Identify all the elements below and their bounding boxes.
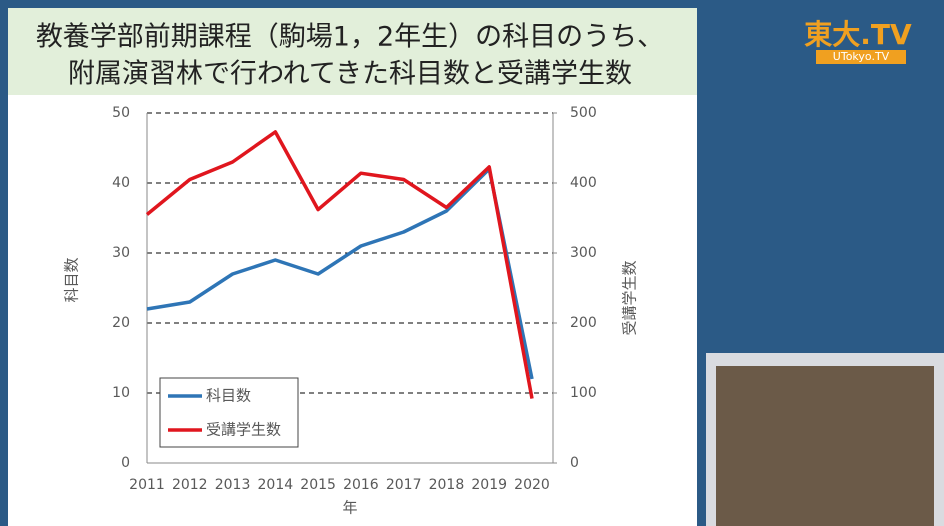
x-tick-label: 2012 bbox=[172, 477, 208, 493]
y-tick-label: 30 bbox=[112, 245, 130, 261]
x-tick-label: 2011 bbox=[129, 477, 165, 493]
y-tick-label: 40 bbox=[112, 175, 130, 191]
x-tick-label: 2019 bbox=[471, 477, 507, 493]
legend-box bbox=[159, 377, 299, 448]
y2-tick-label: 100 bbox=[570, 385, 597, 401]
x-tick-label: 2015 bbox=[300, 477, 336, 493]
webcam-video bbox=[716, 366, 934, 526]
x-tick-label: 2016 bbox=[343, 477, 379, 493]
logo-band bbox=[816, 50, 906, 64]
y-tick-label: 50 bbox=[112, 105, 130, 121]
y-tick-label: 20 bbox=[112, 315, 130, 331]
x-tick-label: 2018 bbox=[429, 477, 465, 493]
legend-label: 受講学生数 bbox=[206, 421, 281, 439]
y-tick-label: 10 bbox=[112, 385, 130, 401]
series-line bbox=[145, 130, 534, 399]
chart-title: 附属演習林で行われてきた科目数と受講学生数 bbox=[68, 59, 632, 90]
x-tick-label: 2017 bbox=[386, 477, 422, 493]
logo-sub: UTokyo.TV bbox=[833, 50, 890, 63]
x-axis-label: 年 bbox=[342, 499, 357, 517]
y-tick-label: 0 bbox=[121, 455, 130, 471]
y2-tick-label: 500 bbox=[570, 105, 597, 121]
x-tick-label: 2014 bbox=[258, 477, 294, 493]
y2-tick-label: 200 bbox=[570, 315, 597, 331]
legend-label: 科目数 bbox=[206, 387, 251, 405]
y2-axis-label: 受講学生数 bbox=[621, 260, 639, 335]
logo: 東大.TV bbox=[804, 18, 912, 51]
y2-tick-label: 400 bbox=[570, 175, 597, 191]
y-axis-label: 科目数 bbox=[63, 257, 81, 302]
x-tick-label: 2020 bbox=[514, 477, 550, 493]
title-box bbox=[8, 8, 697, 95]
series-line bbox=[146, 167, 534, 380]
chart-title: 教養学部前期課程（駒場1，2年生）の科目のうち、 bbox=[36, 22, 664, 53]
y2-tick-label: 0 bbox=[570, 455, 579, 471]
y2-tick-label: 300 bbox=[570, 245, 597, 261]
x-tick-label: 2013 bbox=[215, 477, 251, 493]
